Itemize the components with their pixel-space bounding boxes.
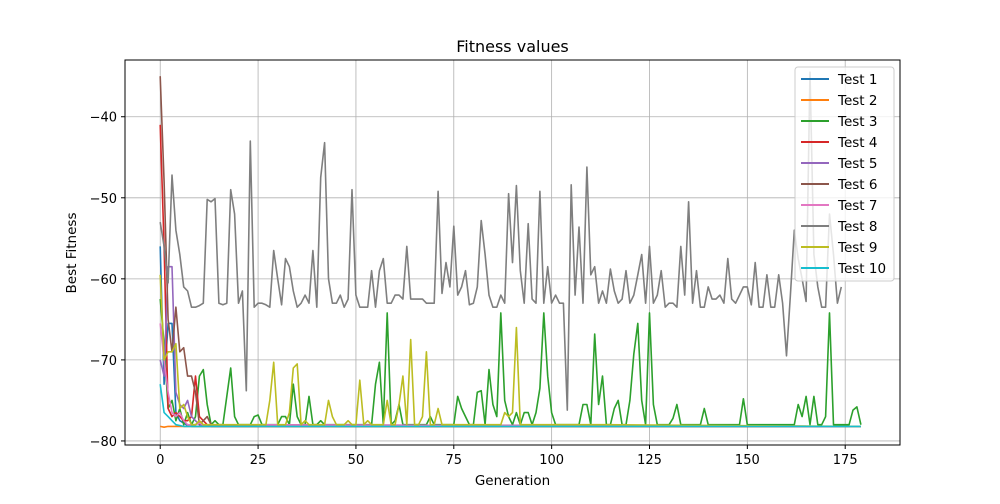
y-tick-label: −40 [90, 111, 117, 126]
axis-ticks: 0 25 50 75 100 125 150 175 −80 −70 −60 −50 −40 [90, 111, 858, 468]
plot-area-frame [124, 59, 901, 446]
y-axis-label: Best Fitness [64, 213, 80, 294]
x-tick-label: 0 [156, 453, 164, 468]
legend-label: Test 2 [837, 93, 877, 109]
series-line-test-8 [159, 71, 843, 411]
legend-label: Test 9 [837, 240, 877, 256]
x-tick-label: 125 [637, 453, 662, 468]
legend-label: Test 3 [837, 114, 877, 130]
series-line-test-10 [159, 384, 861, 428]
y-tick-label: −80 [90, 435, 117, 450]
x-tick-label: 25 [250, 453, 267, 468]
series-line-test-6 [159, 76, 861, 428]
y-tick-label: −70 [90, 354, 117, 369]
legend-label: Test 6 [837, 177, 877, 193]
x-tick-label: 150 [735, 453, 760, 468]
y-tick-label: −50 [90, 192, 117, 207]
legend-label: Test 5 [837, 156, 877, 172]
series-line-test-4 [159, 124, 861, 428]
legend-label: Test 10 [837, 261, 886, 277]
x-tick-label: 75 [446, 453, 463, 468]
y-tick-label: −60 [90, 273, 117, 288]
legend-label: Test 7 [837, 198, 877, 214]
series-line-test-3 [159, 299, 862, 426]
series-lines [159, 71, 862, 429]
series-line-test-5 [159, 265, 861, 428]
x-tick-label: 100 [539, 453, 564, 468]
series-line-test-7 [159, 323, 861, 428]
legend: Test 1 Test 2 Test 3 Test 4 Test 5 Test 6 Test… [794, 66, 895, 282]
legend-label: Test 8 [837, 219, 877, 235]
x-tick-label: 50 [348, 453, 365, 468]
series-line-test-9 [159, 274, 861, 428]
x-axis-label: Generation [475, 473, 550, 489]
chart-title: Fitness values [456, 37, 569, 56]
x-tick-label: 175 [833, 453, 858, 468]
legend-label: Test 4 [837, 135, 877, 151]
legend-label: Test 1 [837, 72, 877, 88]
